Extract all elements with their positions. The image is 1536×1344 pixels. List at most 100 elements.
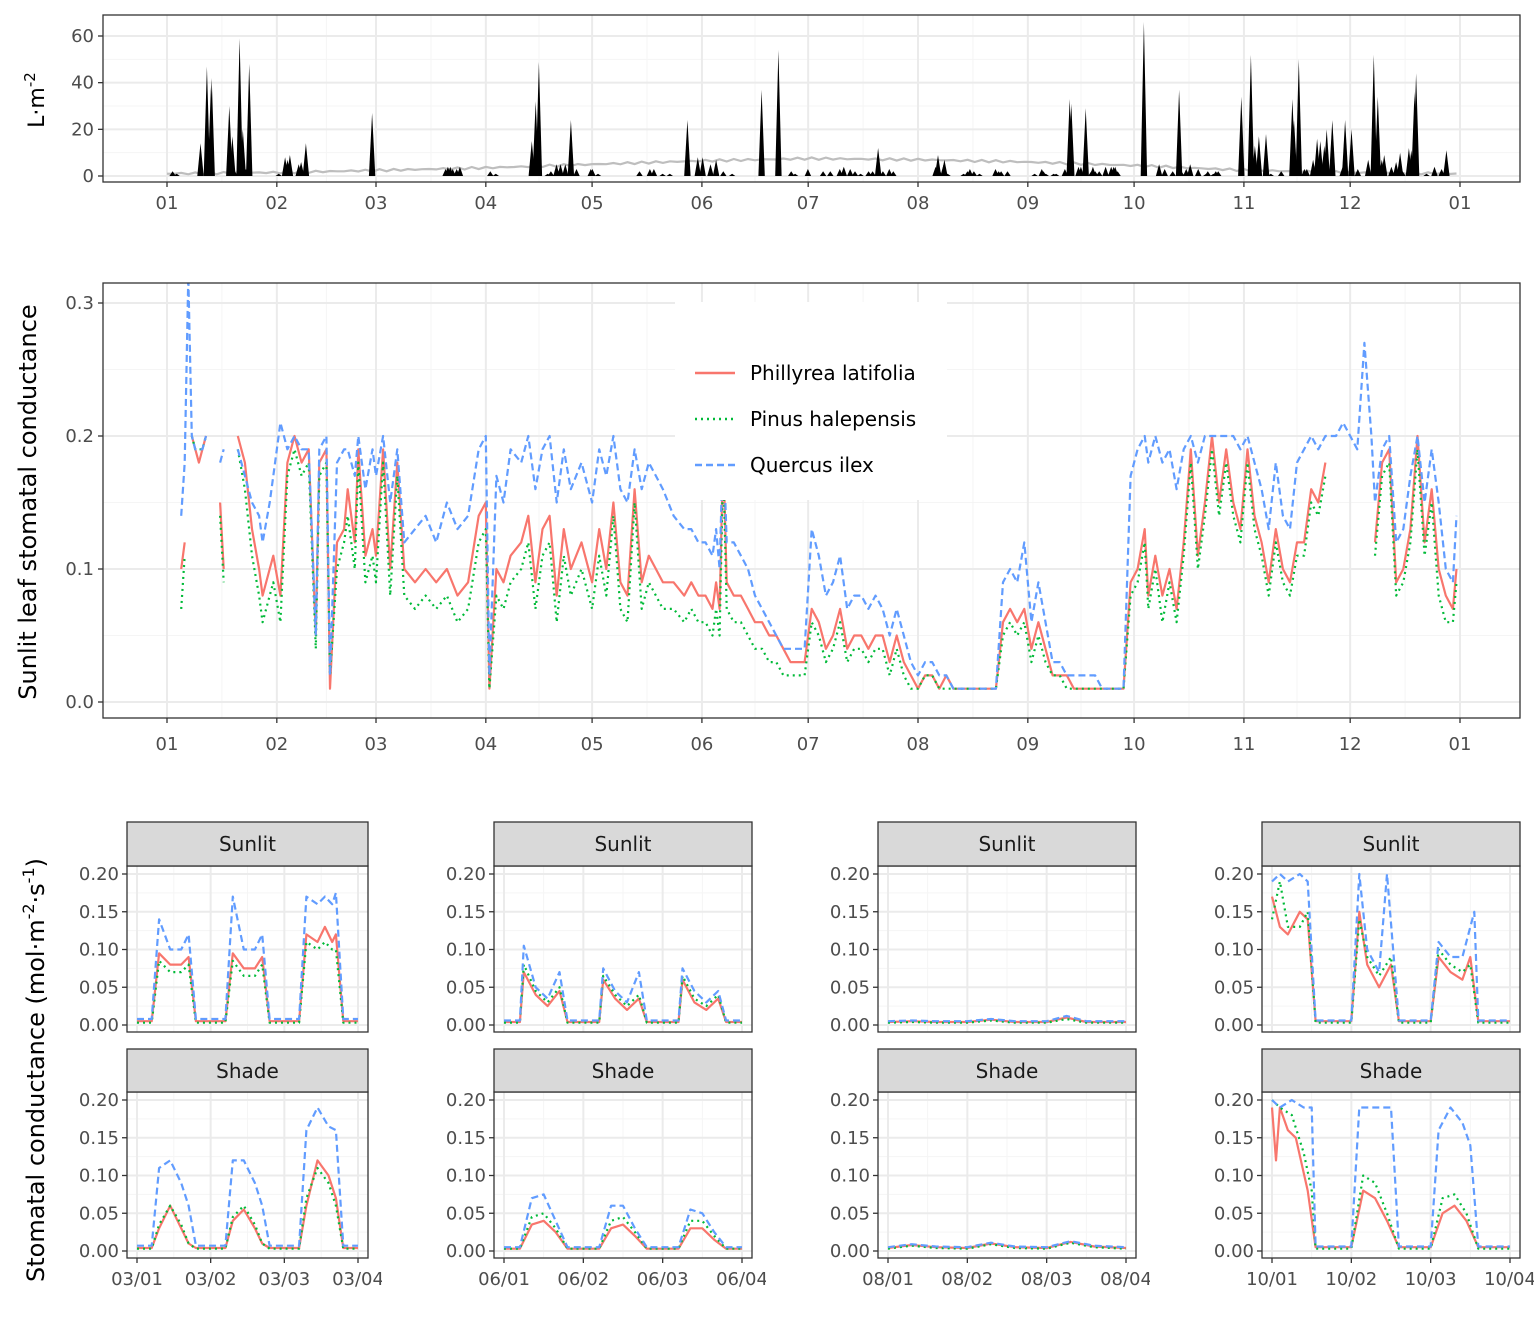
precipitation-y-axis-label: L·m-2 (21, 72, 50, 128)
series-line-pinus (887, 1241, 1127, 1250)
precipitation-spike (1412, 73, 1420, 176)
precipitation-spike (1077, 166, 1085, 176)
precipitation-spike (970, 171, 978, 176)
y-tick-label: 0.05 (446, 1203, 486, 1224)
y-tick-label: 40 (71, 73, 94, 94)
x-tick-label: 08/03 (1021, 1269, 1073, 1290)
precipitation-spike (694, 157, 701, 176)
y-tick-label: 0.3 (65, 293, 94, 314)
precipitation-spike (707, 164, 714, 176)
precipitation-spike (865, 171, 872, 176)
precipitation-spike (804, 169, 812, 176)
x-tick-label: 06/01 (478, 1269, 530, 1290)
precipitation-spike (827, 171, 834, 176)
precipitation-spike (1374, 96, 1381, 176)
precipitation-spike (869, 171, 876, 176)
precipitation-spike (659, 173, 666, 176)
precipitation-spike (553, 164, 560, 176)
series-line-pinus (137, 940, 358, 1024)
x-tick-label: 10 (1123, 193, 1146, 214)
facet-label: Shade (592, 1059, 655, 1083)
facet-strip (1261, 821, 1521, 867)
precipitation-spike (535, 61, 543, 177)
panel-border (102, 282, 1521, 719)
x-tick-label: 10 (1123, 734, 1146, 755)
x-tick-label: 03/01 (111, 1269, 163, 1290)
precipitation-spike (1031, 173, 1038, 176)
y-tick-label: 0.1 (65, 559, 94, 580)
precipitation-spike (1431, 166, 1438, 176)
precipitation-spike (169, 171, 176, 176)
precipitation-spike (879, 171, 887, 176)
precipitation-spike (1438, 169, 1445, 176)
y-tick-label: 0.05 (830, 977, 870, 998)
precipitation-spike (1443, 150, 1450, 176)
precipitation-spike (1155, 164, 1163, 176)
facet-strip (877, 821, 1137, 867)
precipitation-spike (1396, 152, 1404, 176)
y-tick-label: 20 (71, 119, 94, 140)
y-tick-label: 0.10 (446, 1166, 486, 1187)
facet-label: Sunlit (594, 832, 651, 856)
precipitation-spike (1102, 166, 1109, 176)
y-tick-label: 0.15 (1214, 902, 1254, 923)
precipitation-spike (1262, 134, 1270, 176)
precipitation-spike (1341, 120, 1349, 176)
precipitation-spike (1140, 22, 1148, 176)
series-line-phillyrea (180, 434, 1458, 690)
x-tick-label: 12 (1339, 193, 1362, 214)
precipitation-spike (487, 171, 494, 176)
y-tick-label: 0.00 (79, 1015, 119, 1036)
facet-strip (1261, 1048, 1521, 1093)
y-tick-label: 0.05 (1214, 1203, 1254, 1224)
precipitation-spike (231, 171, 238, 176)
precipitation-spike (456, 166, 464, 176)
y-tick-label: 0.00 (79, 1241, 119, 1262)
y-tick-label: 0.20 (830, 1090, 870, 1111)
x-tick-label: 06 (690, 193, 713, 214)
facet-label: Sunlit (1362, 832, 1419, 856)
x-tick-label: 04 (474, 193, 497, 214)
precipitation-spike (1295, 59, 1302, 176)
y-tick-label: 0 (83, 166, 94, 187)
x-tick-label: 09 (1016, 193, 1039, 214)
series-line-quercus (504, 1193, 742, 1249)
y-tick-label: 0.10 (79, 940, 119, 961)
y-tick-label: 0.15 (446, 902, 486, 923)
precipitation-spike (819, 171, 827, 176)
y-tick-label: 0.20 (446, 1090, 486, 1111)
precipitation-spike (275, 173, 282, 176)
x-tick-label: 08 (907, 193, 930, 214)
precipitation-spike (567, 120, 575, 176)
x-tick-label: 03 (365, 734, 388, 755)
precipitation-spike (966, 169, 974, 176)
precipitation-spike (1267, 173, 1274, 176)
y-tick-label: 0.2 (65, 426, 94, 447)
series-line-pinus (1270, 880, 1510, 1024)
precipitation-spike (236, 38, 243, 176)
precipitation-spike (1161, 169, 1168, 176)
precipitation-spike (557, 164, 564, 176)
precipitation-spike (1114, 171, 1121, 176)
x-tick-label: 03 (365, 193, 388, 214)
precipitation-spike (851, 171, 859, 176)
precipitation-spike (246, 64, 253, 176)
precipitation-spike (758, 89, 765, 176)
facet-strip (877, 1048, 1137, 1093)
precipitation-spike (1238, 96, 1245, 176)
y-tick-label: 0.15 (79, 902, 119, 923)
series-line-quercus (504, 944, 742, 1022)
precipitation-spike (997, 171, 1005, 176)
y-tick-label: 0.15 (446, 1128, 486, 1149)
precipitation-spike (594, 173, 602, 176)
facet-strip (126, 821, 369, 867)
precipitation-spike (1278, 171, 1285, 176)
precipitation-spike (857, 173, 864, 176)
precipitation-spike (173, 173, 180, 176)
y-tick-label: 0.00 (446, 1241, 486, 1262)
precipitation-spike (449, 169, 456, 176)
y-tick-label: 0.20 (1214, 864, 1254, 885)
x-tick-label: 11 (1232, 734, 1255, 755)
series-line-quercus (1271, 1098, 1510, 1248)
precipitation-spike (286, 155, 294, 176)
